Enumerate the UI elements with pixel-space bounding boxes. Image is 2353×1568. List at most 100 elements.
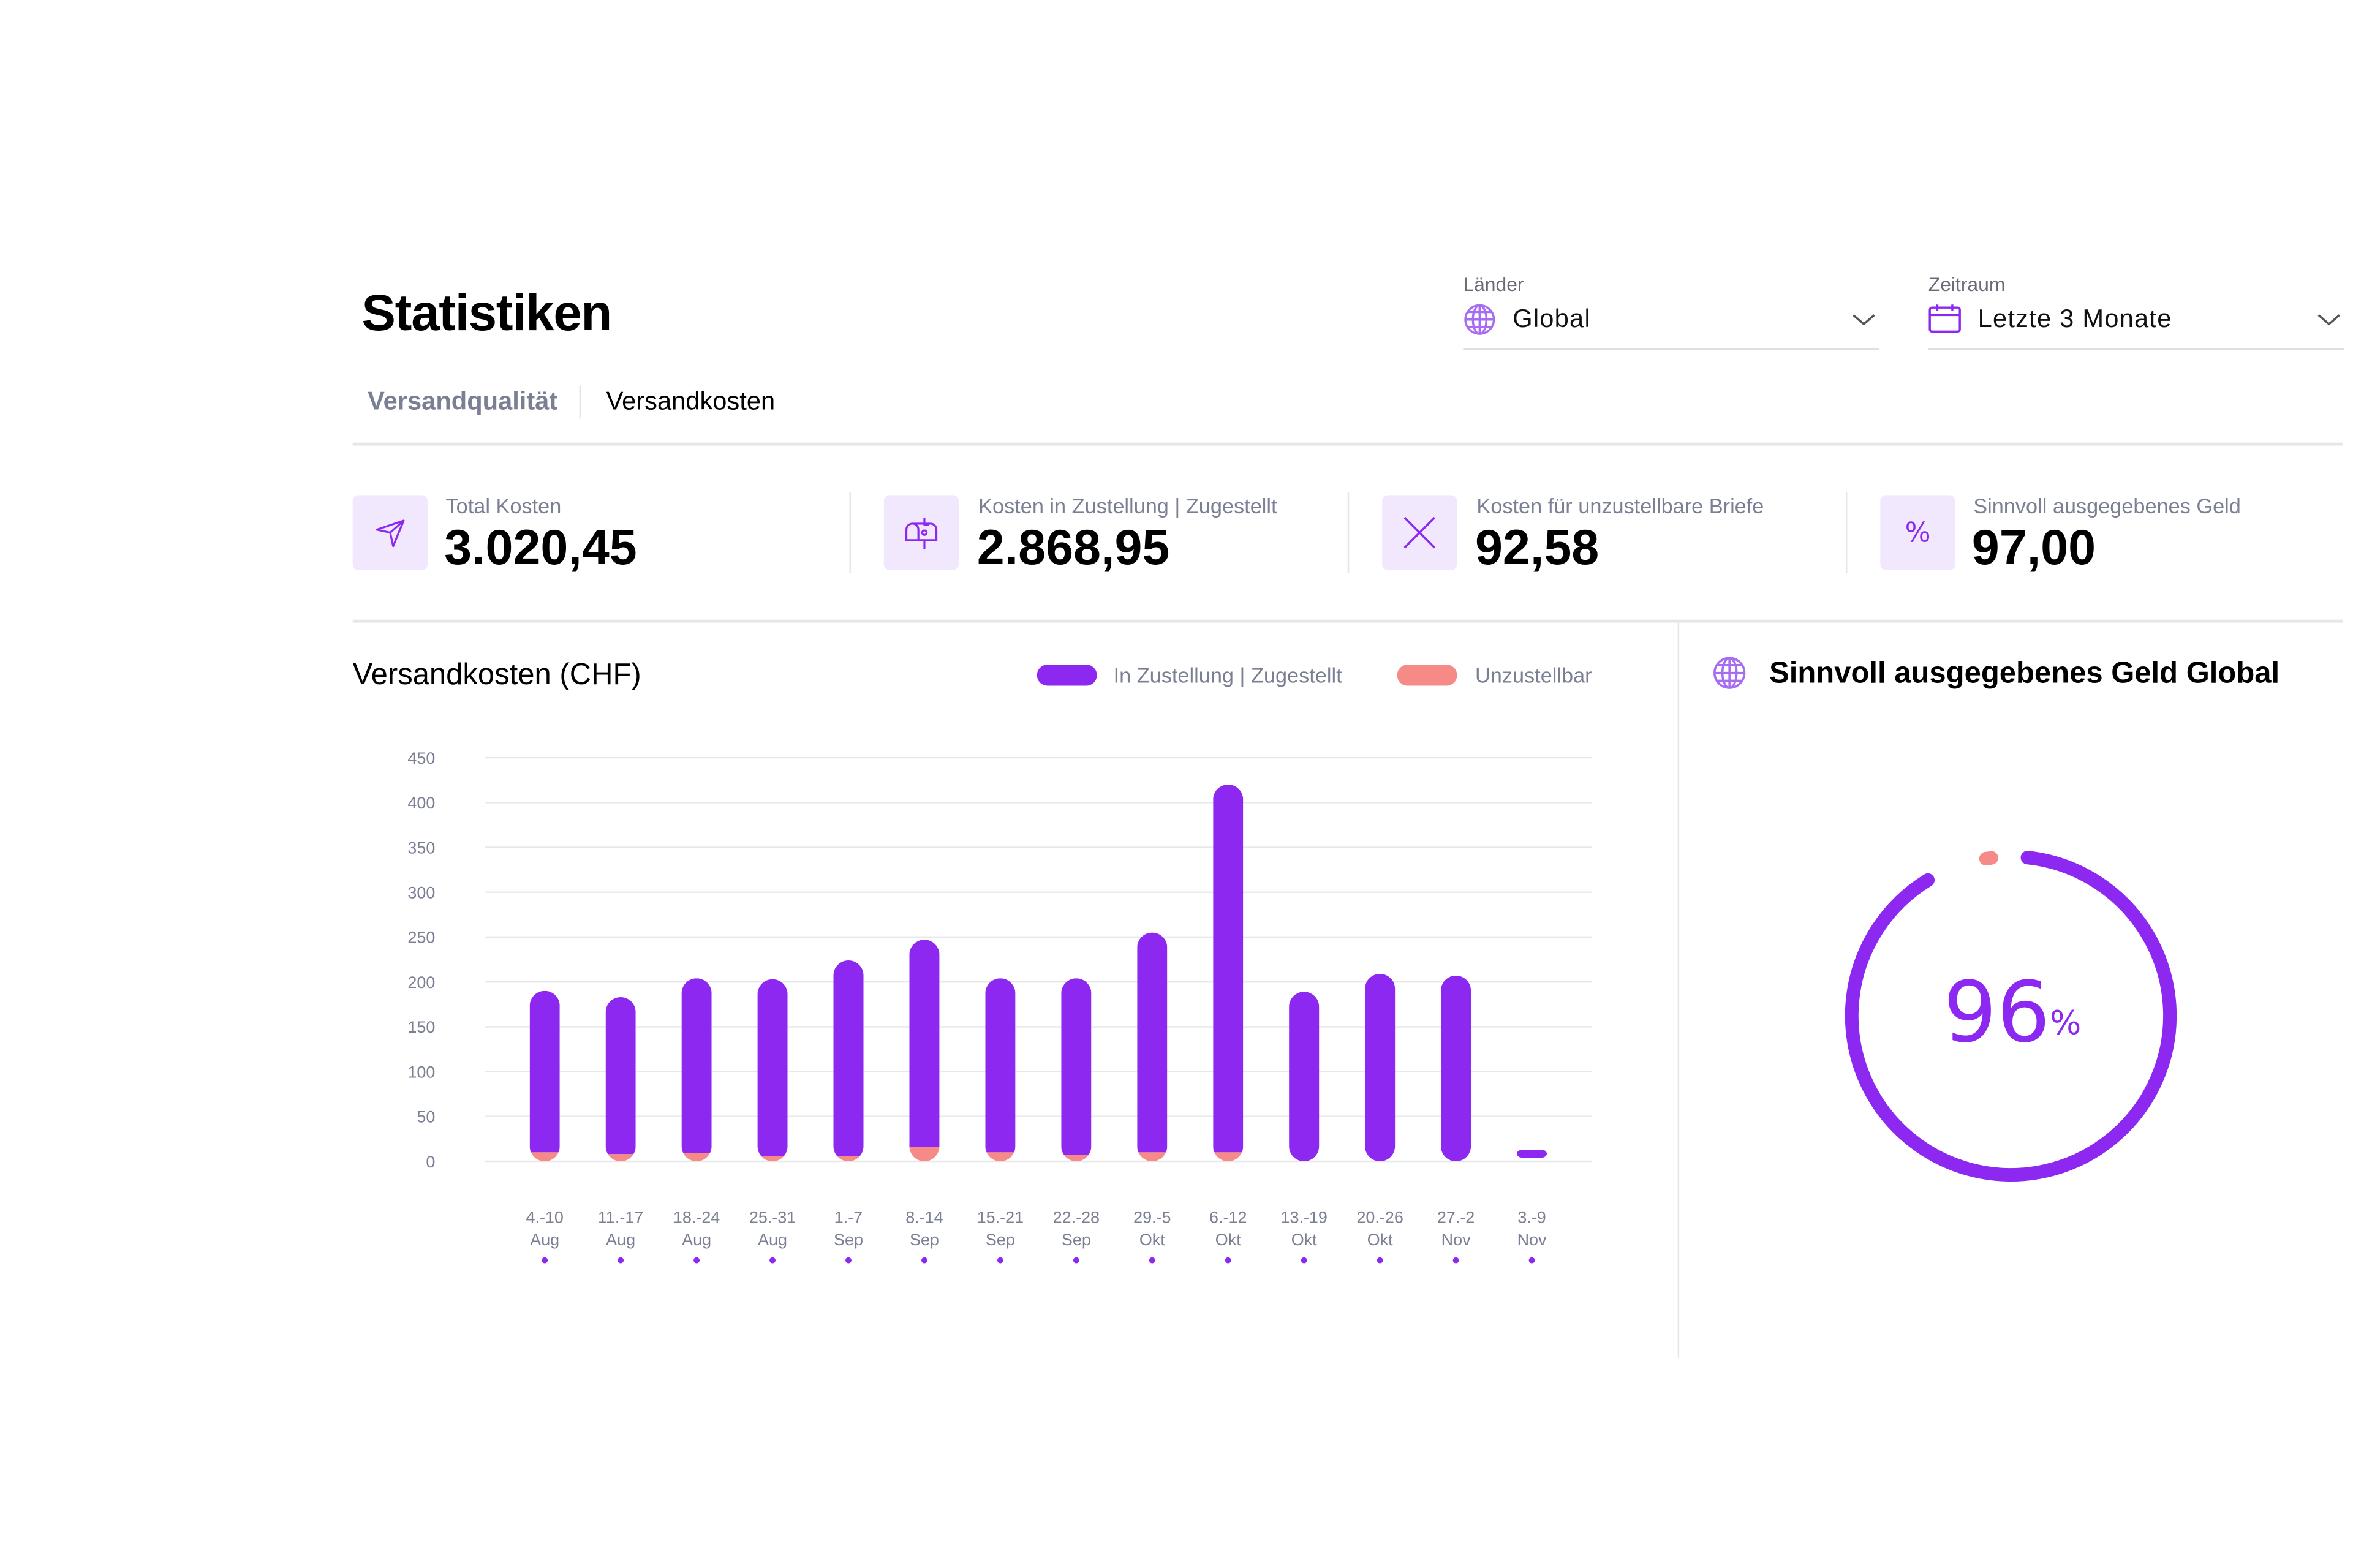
tab-divider bbox=[579, 385, 581, 419]
period-dropdown[interactable]: Zeitraum Letzte 3 Monate bbox=[1928, 273, 2344, 350]
kpi-divider bbox=[1347, 492, 1350, 573]
bar-group[interactable] bbox=[1365, 973, 1396, 1161]
bar-undeliverable[interactable] bbox=[1137, 1152, 1168, 1161]
bar-group[interactable] bbox=[1441, 975, 1471, 1161]
kpi-icon-box bbox=[1382, 495, 1457, 570]
x-icon bbox=[1403, 516, 1436, 549]
x-tick-dot bbox=[769, 1257, 776, 1264]
bar-undeliverable[interactable] bbox=[605, 1154, 636, 1161]
page-title: Statistiken bbox=[361, 285, 612, 342]
legend-swatch-undeliverable bbox=[1397, 665, 1457, 686]
legend-label-undeliverable[interactable]: Unzustellbar bbox=[1475, 663, 1592, 687]
x-tick-dot bbox=[845, 1257, 852, 1264]
x-tick-dot bbox=[1528, 1257, 1535, 1264]
kpi-divider bbox=[849, 492, 851, 573]
bar-delivered[interactable] bbox=[909, 940, 940, 1147]
x-tick-label: 25.-31 bbox=[749, 1208, 796, 1226]
bar-delivered[interactable] bbox=[985, 978, 1016, 1153]
x-tick-label: Okt bbox=[1291, 1231, 1317, 1249]
bar-group[interactable] bbox=[605, 997, 636, 1161]
bar-undeliverable[interactable] bbox=[833, 1156, 864, 1161]
bar-undeliverable[interactable] bbox=[1213, 1152, 1244, 1161]
kpi-divider-bottom bbox=[352, 619, 2343, 622]
x-tick-label: 20.-26 bbox=[1356, 1208, 1403, 1226]
x-tick-dot bbox=[618, 1257, 624, 1264]
chevron-down-icon bbox=[2317, 314, 2341, 326]
x-tick-dot bbox=[921, 1257, 927, 1264]
bar-delivered[interactable] bbox=[605, 997, 636, 1155]
bar-delivered[interactable] bbox=[833, 960, 864, 1156]
bar-group[interactable] bbox=[1517, 1149, 1547, 1158]
kpi-icon-box bbox=[352, 495, 428, 570]
bar-delivered[interactable] bbox=[1289, 992, 1320, 1161]
x-tick-dot bbox=[1225, 1257, 1231, 1264]
bar-undeliverable[interactable] bbox=[985, 1152, 1016, 1161]
bar-group[interactable] bbox=[757, 979, 788, 1161]
tab-versandkosten[interactable]: Versandkosten bbox=[606, 386, 776, 416]
bar-delivered[interactable] bbox=[1441, 975, 1471, 1161]
bar-delivered[interactable] bbox=[1213, 784, 1244, 1153]
x-tick-label: 18.-24 bbox=[673, 1208, 720, 1226]
bar-undeliverable[interactable] bbox=[1061, 1155, 1092, 1161]
header-divider bbox=[352, 442, 2343, 445]
bar-group[interactable] bbox=[1137, 932, 1168, 1161]
bar-delivered[interactable] bbox=[757, 979, 788, 1156]
bar-group[interactable] bbox=[909, 940, 940, 1161]
globe-icon bbox=[1464, 304, 1495, 335]
bar-group[interactable] bbox=[1213, 784, 1244, 1161]
countries-value: Global bbox=[1513, 304, 1591, 333]
y-tick-label: 200 bbox=[407, 973, 435, 992]
x-tick-dot bbox=[542, 1257, 548, 1264]
x-tick-dot bbox=[1452, 1257, 1459, 1264]
bar-group[interactable] bbox=[681, 978, 712, 1161]
bar-delivered[interactable] bbox=[1365, 973, 1396, 1161]
x-tick-dot bbox=[1073, 1257, 1079, 1264]
y-tick-label: 250 bbox=[407, 929, 435, 947]
x-tick-label: Sep bbox=[910, 1231, 939, 1249]
x-tick-label: 27.-2 bbox=[1437, 1208, 1475, 1226]
bar-group[interactable] bbox=[529, 990, 560, 1161]
bar-undeliverable[interactable] bbox=[909, 1147, 940, 1161]
donut-title: Sinnvoll ausgegebenes Geld Global bbox=[1769, 657, 2280, 690]
bar-delivered[interactable] bbox=[529, 990, 560, 1153]
kpi-value: 2.868,95 bbox=[976, 519, 1170, 575]
y-tick-label: 350 bbox=[407, 839, 435, 857]
y-tick-label: 100 bbox=[407, 1063, 435, 1081]
bar-group[interactable] bbox=[1289, 992, 1320, 1161]
bar-undeliverable[interactable] bbox=[529, 1152, 560, 1161]
bar-group[interactable] bbox=[1061, 978, 1092, 1161]
donut-arc-effective bbox=[1845, 851, 2177, 1182]
bar-group[interactable] bbox=[833, 960, 864, 1161]
bar-delivered[interactable] bbox=[681, 978, 712, 1153]
x-tick-label: Okt bbox=[1367, 1231, 1393, 1249]
x-tick-dot bbox=[997, 1257, 1003, 1264]
bar-undeliverable[interactable] bbox=[681, 1153, 712, 1161]
bar-group[interactable] bbox=[985, 978, 1016, 1161]
y-tick-label: 50 bbox=[417, 1108, 435, 1126]
chart-title: Versandkosten (CHF) bbox=[352, 658, 641, 692]
period-value: Letzte 3 Monate bbox=[1977, 304, 2172, 333]
donut-arc-wasted bbox=[1979, 851, 1998, 865]
chevron-down-icon bbox=[1853, 314, 1875, 326]
tab-versandqualitaet[interactable]: Versandqualität bbox=[368, 386, 558, 416]
kpi-value: 3.020,45 bbox=[444, 519, 637, 575]
donut-chart bbox=[1845, 851, 2177, 1182]
legend-label-delivered[interactable]: In Zustellung | Zugestellt bbox=[1113, 663, 1342, 687]
bar-delivered[interactable] bbox=[1137, 932, 1168, 1153]
x-tick-label: Aug bbox=[758, 1231, 787, 1249]
x-tick-label: 13.-19 bbox=[1281, 1208, 1328, 1226]
x-tick-label: Sep bbox=[986, 1231, 1015, 1249]
countries-dropdown[interactable]: Länder Global bbox=[1463, 273, 1879, 350]
globe-icon bbox=[1713, 657, 1746, 689]
x-tick-label: Aug bbox=[606, 1231, 635, 1249]
x-tick-label: Nov bbox=[1517, 1231, 1547, 1249]
x-tick-dot bbox=[1377, 1257, 1383, 1264]
bar-undeliverable[interactable] bbox=[757, 1156, 788, 1161]
bar-delivered[interactable] bbox=[1517, 1149, 1547, 1158]
percent-icon: % bbox=[1905, 517, 1931, 548]
bar-delivered[interactable] bbox=[1061, 978, 1092, 1155]
x-tick-label: 29.-5 bbox=[1133, 1208, 1171, 1226]
period-label: Zeitraum bbox=[1928, 273, 2006, 296]
x-tick-label: 4.-10 bbox=[526, 1208, 564, 1226]
x-tick-label: 11.-17 bbox=[598, 1208, 643, 1226]
